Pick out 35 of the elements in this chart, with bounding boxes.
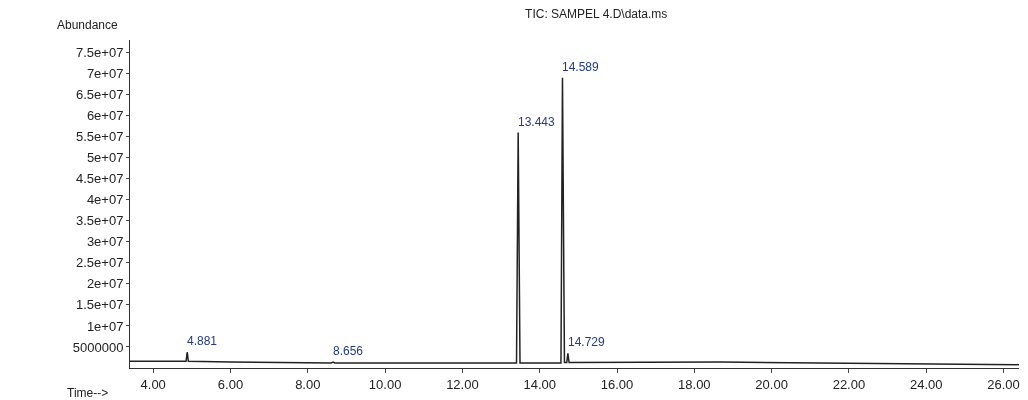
x-tick-label: 12.00 (446, 376, 479, 392)
x-tick-label: 4.00 (140, 376, 166, 392)
y-tick-label: 5e+07 (86, 150, 124, 166)
y-tick-label: 6.5e+07 (76, 87, 124, 103)
x-tick-label: 18.00 (678, 376, 711, 392)
annotation: 13.443 (518, 115, 556, 129)
x-axis-title: Time--> (67, 386, 109, 400)
y-tick-label: 3.5e+07 (76, 213, 124, 229)
y-tick-label: 1.5e+07 (76, 297, 124, 313)
x-tick-label: 10.00 (368, 376, 402, 392)
annotation: 4.881 (187, 334, 218, 348)
x-tick-label: 22.00 (832, 376, 866, 392)
x-tick-label: 26.00 (987, 376, 1020, 392)
x-tick-label: 20.00 (755, 376, 788, 392)
y-tick-label: 1e+07 (86, 318, 124, 334)
y-tick-label: 7e+07 (86, 66, 124, 82)
y-tick-label: 4.5e+07 (76, 171, 124, 187)
annotation: 14.589 (562, 60, 600, 74)
y-axis-title: Abundance (57, 18, 119, 32)
y-tick-label: 6e+07 (86, 108, 124, 124)
y-tick-label: 3e+07 (86, 234, 124, 250)
x-tick-label: 16.00 (600, 376, 634, 392)
y-tick-label: 2.5e+07 (76, 255, 124, 271)
x-tick-label: 6.00 (217, 376, 244, 392)
y-tick-label: 7.5e+07 (76, 45, 124, 61)
x-tick-label: 14.00 (523, 376, 556, 392)
annotation: 14.729 (568, 335, 606, 349)
chart-title: TIC: SAMPEL 4.D\data.ms (525, 7, 668, 22)
y-tick-label: 4e+07 (86, 192, 124, 208)
y-tick-label: 5000000 (72, 339, 124, 355)
y-tick-label: 2e+07 (86, 276, 124, 292)
y-tick-label: 5.5e+07 (76, 129, 124, 145)
x-tick-label: 8.00 (295, 376, 321, 392)
x-tick-label: 24.00 (909, 376, 943, 392)
annotation: 8.656 (333, 344, 364, 358)
